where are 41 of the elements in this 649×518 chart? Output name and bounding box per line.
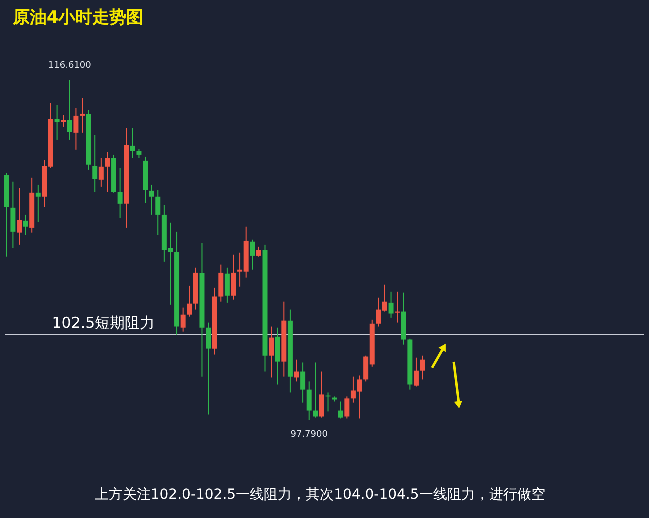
candlestick — [180, 307, 186, 332]
candlestick — [269, 326, 274, 378]
candlestick — [231, 254, 236, 300]
candlestick — [256, 246, 262, 258]
candlestick — [319, 371, 324, 418]
candlestick — [36, 184, 41, 222]
candlestick — [156, 190, 161, 236]
candlestick — [306, 381, 312, 420]
text: 上方关注102.0-102.5一线阻力，其次104.0-104.5一线阻力，进行做空 — [94, 487, 546, 503]
candlestick — [67, 80, 72, 140]
candlestick — [105, 152, 110, 193]
candlestick — [414, 357, 419, 388]
candlestick — [61, 114, 66, 128]
candlestick — [98, 158, 104, 188]
candlestick — [338, 401, 344, 420]
annotation: 116.6100 — [48, 61, 92, 71]
candlestick — [294, 359, 300, 382]
annotation: 97.7900 — [290, 430, 328, 440]
candlestick — [23, 214, 28, 236]
candlestick — [388, 291, 394, 318]
candlestick — [74, 108, 79, 150]
ref-line-label: 102.5短期阻力 — [52, 314, 156, 332]
candlestick — [313, 362, 318, 418]
candlestick — [224, 267, 230, 304]
candlestick — [136, 148, 142, 159]
candlestick — [92, 134, 98, 193]
chart-title: 原油4小时走势图 — [12, 8, 144, 28]
candlestick — [16, 188, 22, 246]
candlestick — [420, 355, 426, 380]
candlestick — [344, 396, 350, 420]
candlestick — [149, 184, 154, 216]
candlestick — [206, 322, 212, 416]
candlestick — [218, 264, 224, 302]
candlestick — [80, 98, 86, 134]
candlestick — [54, 104, 60, 140]
candlestick — [250, 239, 256, 270]
candlestick — [130, 128, 136, 159]
candlestick — [300, 362, 306, 404]
candlestick — [395, 291, 400, 324]
candlestick — [118, 167, 123, 219]
candlestick — [187, 285, 192, 318]
